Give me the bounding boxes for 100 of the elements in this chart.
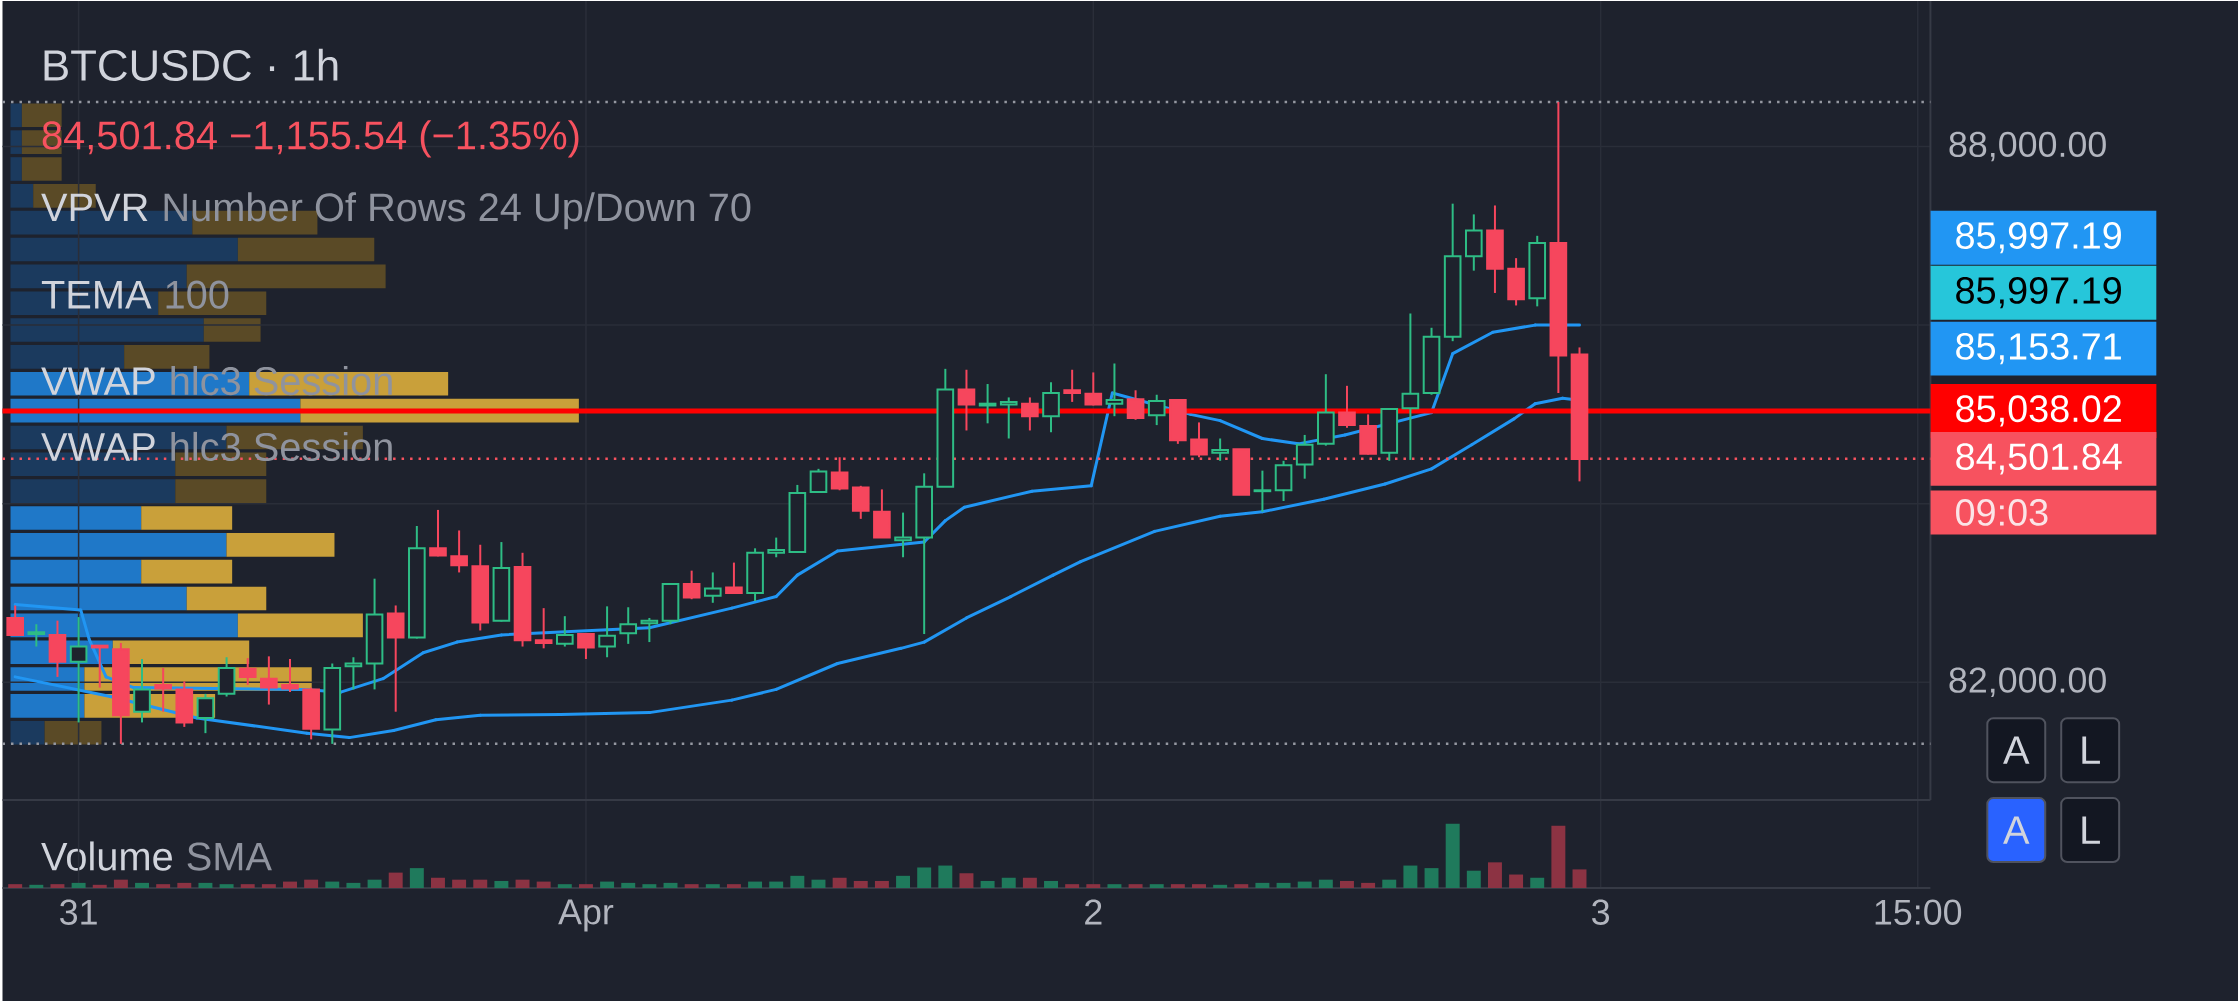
- candlestick: [830, 456, 849, 492]
- candlestick: [1253, 469, 1272, 513]
- ref-line-label: 85,038.02: [1956, 395, 2121, 427]
- x-tick-label: 31: [60, 899, 97, 925]
- annotation: Number Of Rows 24 Up/Down 70: [164, 192, 751, 230]
- bar: [515, 879, 530, 889]
- candlestick: [1042, 381, 1060, 434]
- bar: [431, 877, 445, 889]
- bar: [621, 882, 636, 889]
- bar: [1192, 884, 1206, 889]
- bar: [578, 884, 593, 889]
- bar: [8, 884, 23, 889]
- bar: [304, 879, 319, 889]
- candlestick: [619, 606, 638, 645]
- bar: [10, 720, 45, 745]
- candlestick: [598, 605, 616, 659]
- y-tick-label: 88,000.00: [1949, 131, 2106, 162]
- candlestick: [1063, 368, 1081, 403]
- bar: [1445, 823, 1460, 889]
- bar: [1466, 870, 1481, 889]
- candlestick: [27, 623, 46, 648]
- y-tick-label: 82,000.00: [1949, 667, 2106, 698]
- candlestick: [703, 571, 722, 604]
- bar: [1107, 884, 1122, 889]
- bar: [240, 884, 255, 889]
- bar: [452, 879, 467, 889]
- bar: [1340, 881, 1354, 889]
- text: A: [2003, 816, 2030, 844]
- bar: [1551, 825, 1566, 889]
- x-tick-label: Apr: [558, 899, 614, 932]
- bar: [10, 184, 34, 208]
- bar: [92, 884, 107, 889]
- bar: [1530, 877, 1545, 889]
- candlestick: [196, 692, 215, 735]
- bar: [1044, 881, 1058, 889]
- bar: [726, 884, 741, 889]
- bar: [853, 881, 868, 889]
- candlestick: [1295, 433, 1314, 480]
- bar: [938, 865, 953, 889]
- bar: [21, 157, 62, 181]
- candlestick: [238, 657, 257, 686]
- text: 85,153.71: [1956, 333, 2121, 365]
- bar: [1424, 868, 1439, 889]
- bar: [156, 884, 171, 889]
- bar: [10, 479, 176, 503]
- candlestick: [1147, 393, 1166, 427]
- text: L: [2082, 816, 2100, 844]
- bar: [600, 881, 615, 889]
- bar: [203, 318, 261, 342]
- bar: [226, 533, 335, 557]
- bar: [557, 884, 572, 889]
- candlestick: [260, 655, 278, 706]
- bar: [684, 884, 699, 889]
- annotation: VPVR: [41, 193, 148, 222]
- bar: [1382, 879, 1397, 889]
- annotation: hlc3 Session: [171, 431, 392, 462]
- bar: [10, 506, 142, 530]
- bar: [1276, 882, 1291, 889]
- bar: [705, 884, 720, 889]
- bar: [367, 879, 382, 889]
- x-tick-label: 3: [1592, 899, 1610, 925]
- candlestick: [1105, 362, 1124, 418]
- bar: [1572, 869, 1587, 889]
- candlestick: [725, 561, 743, 595]
- bar: [980, 881, 995, 889]
- bar: [1234, 884, 1249, 889]
- bar: [1065, 884, 1080, 889]
- bar: [748, 881, 763, 889]
- bar: [1509, 874, 1524, 889]
- bar: [283, 881, 297, 889]
- bar: [663, 882, 678, 889]
- candlestick: [957, 368, 976, 432]
- bar: [10, 694, 85, 718]
- bar: [261, 884, 276, 889]
- annotation: SMA: [187, 842, 272, 871]
- annotation: hlc3 Session: [171, 366, 392, 396]
- candlestick: [682, 569, 701, 601]
- candlestick: [767, 536, 786, 559]
- bar: [811, 879, 826, 889]
- bar: [1255, 882, 1270, 889]
- annotation: 100: [166, 280, 229, 309]
- candlestick: [999, 396, 1018, 440]
- bar: [71, 882, 86, 889]
- bar: [1297, 881, 1312, 889]
- candlestick: [894, 511, 912, 559]
- text: 09:03: [1956, 499, 2048, 526]
- bar: [50, 884, 65, 889]
- bar: [1001, 877, 1016, 889]
- bar: [388, 872, 403, 889]
- annotation: 84,501.84 −1,155.54 (−1.35%): [42, 120, 579, 158]
- annotation: Volume: [41, 841, 172, 871]
- bar: [1086, 884, 1101, 889]
- candlestick: [1211, 437, 1229, 462]
- candlestick: [1126, 389, 1145, 421]
- bar: [219, 884, 234, 889]
- text: 85,997.19: [1956, 277, 2121, 309]
- bar: [790, 875, 805, 889]
- bar: [175, 479, 267, 503]
- bar: [874, 881, 889, 889]
- candlestick: [281, 658, 299, 694]
